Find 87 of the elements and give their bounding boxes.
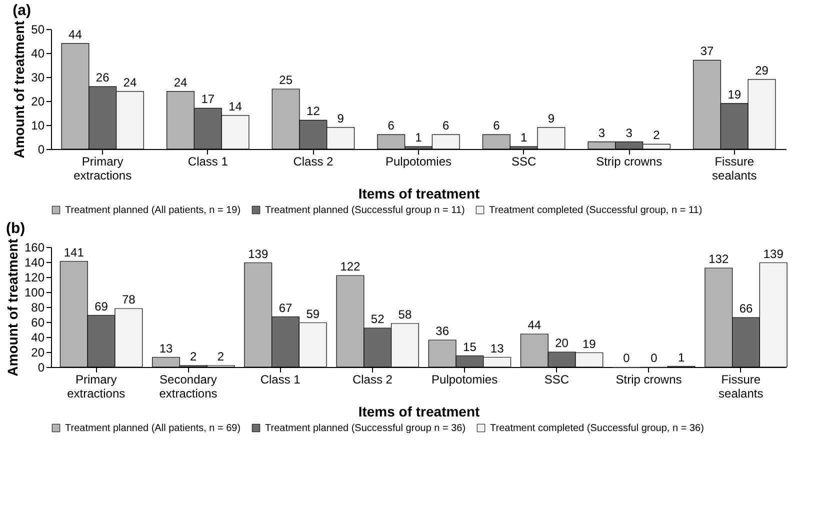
y-tick-label: 100: [24, 286, 45, 300]
data-label: 2: [190, 350, 198, 364]
data-label: 25: [279, 73, 293, 87]
data-label: 132: [708, 252, 729, 266]
y-tick-label: 140: [24, 256, 45, 270]
data-label: 14: [228, 99, 242, 114]
legend-label: Treatment completed (Successful group, n = 36): [490, 423, 704, 434]
y-tick-label: 80: [31, 300, 45, 314]
data-label: 59: [306, 306, 320, 321]
data-label: 19: [582, 336, 596, 351]
data-label: 13: [490, 341, 504, 356]
y-tick-label: 0: [38, 360, 45, 374]
data-label: 12: [306, 104, 320, 118]
x-tick-label: SSC: [544, 372, 570, 386]
y-tick-label: 0: [38, 142, 45, 156]
data-label: 6: [388, 118, 395, 133]
x-axis-title: Items of treatment: [358, 186, 480, 202]
x-tick-label: Class 2: [352, 372, 393, 386]
y-tick-label: 20: [31, 346, 45, 360]
x-tick-label: Class 1: [260, 372, 301, 386]
y-tick-label: 50: [31, 22, 45, 36]
y-axis-title: Amount of treatment: [4, 238, 20, 376]
data-label: 24: [123, 75, 137, 90]
data-label: 1: [520, 130, 528, 145]
data-label: 67: [278, 300, 292, 315]
x-tick-label: Pulpotomies: [432, 372, 498, 386]
y-tick-label: 120: [24, 270, 45, 284]
data-label: 1: [678, 350, 685, 364]
x-tick-label: Primary extractions: [67, 372, 126, 400]
y-tick-label: 40: [31, 46, 45, 60]
data-label: 139: [248, 246, 268, 261]
x-tick-label: Strip crowns: [596, 154, 662, 168]
data-label: 15: [463, 340, 477, 354]
data-label: 20: [555, 336, 569, 350]
data-label: 139: [763, 246, 784, 261]
chart-title: (a): [12, 2, 31, 20]
x-tick-label: SSC: [511, 154, 536, 168]
y-tick-label: 30: [31, 70, 45, 84]
data-label: 24: [174, 75, 188, 90]
data-label: 13: [159, 341, 173, 356]
legend-label: Treatment planned (All patients, n = 69): [65, 423, 241, 434]
y-tick-label: 160: [24, 240, 45, 254]
x-tick-label: Class 2: [293, 154, 334, 168]
data-label: 26: [96, 70, 110, 85]
data-label: 29: [755, 63, 769, 78]
data-label: 141: [64, 245, 84, 260]
data-label: 0: [623, 351, 630, 365]
data-label: 0: [650, 351, 658, 365]
chart-title: (b): [6, 220, 26, 238]
data-label: 9: [548, 111, 555, 126]
data-label: 44: [528, 318, 542, 332]
x-tick-label: Fissure sealants: [718, 372, 764, 400]
data-label: 58: [398, 308, 412, 322]
data-label: 37: [700, 44, 714, 58]
x-tick-label: Class 1: [188, 154, 228, 168]
y-tick-label: 40: [31, 330, 45, 344]
data-label: 69: [94, 299, 108, 314]
data-label: 17: [201, 92, 215, 106]
legend-label: Treatment planned (Successful group n = 11): [265, 205, 465, 216]
data-label: 19: [728, 87, 742, 102]
data-label: 3: [626, 126, 633, 140]
data-label: 36: [436, 324, 450, 338]
legend-label: Treatment planned (Successful group n = 36): [265, 423, 466, 434]
y-tick-label: 10: [31, 118, 45, 132]
x-tick-label: Pulpotomies: [385, 154, 452, 168]
data-label: 1: [415, 130, 422, 145]
x-tick-label: Primary extractions: [74, 154, 132, 182]
data-label: 2: [653, 128, 660, 142]
legend-label: Treatment planned (All patients, n = 19): [65, 205, 241, 216]
legend-label: Treatment completed (Successful group, n = 11): [489, 205, 702, 216]
data-label: 6: [442, 118, 450, 133]
y-axis-title: Amount of treatment: [11, 20, 28, 158]
data-label: 122: [340, 260, 361, 274]
x-axis-title: Items of treatment: [358, 404, 480, 420]
data-label: 44: [68, 27, 82, 42]
x-tick-label: Secondary extractions: [159, 372, 218, 400]
data-label: 2: [217, 350, 224, 364]
y-tick-label: 20: [31, 94, 45, 108]
data-label: 52: [370, 312, 385, 326]
y-tick-label: 60: [31, 316, 45, 330]
x-tick-label: Strip crowns: [616, 372, 682, 386]
data-label: 6: [493, 118, 500, 133]
data-label: 3: [598, 126, 606, 140]
x-tick-label: Fissure sealants: [712, 154, 757, 182]
data-label: 9: [337, 111, 344, 126]
data-label: 66: [739, 302, 754, 316]
data-label: 78: [122, 292, 136, 306]
